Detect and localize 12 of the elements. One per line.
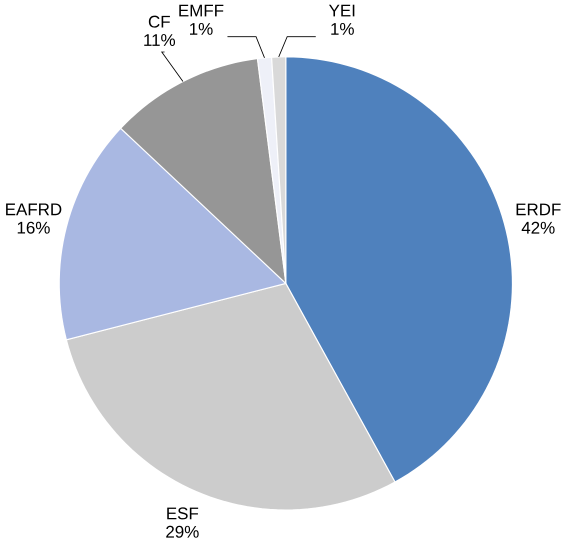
slice-label: ESF <box>167 507 198 520</box>
slice-label: EMFF <box>179 4 224 16</box>
slice-label: CF <box>148 15 170 28</box>
data-label: 16% <box>18 221 50 234</box>
slice-label: ERDF <box>516 203 561 215</box>
data-label: 11% <box>144 34 176 46</box>
data-label: 29% <box>166 526 199 538</box>
slice-label: EAFRD <box>6 203 62 215</box>
slice-label: YEI <box>328 4 354 16</box>
data-label: 42% <box>522 222 555 234</box>
data-label: 1% <box>190 22 213 35</box>
data-label: 1% <box>331 22 354 35</box>
